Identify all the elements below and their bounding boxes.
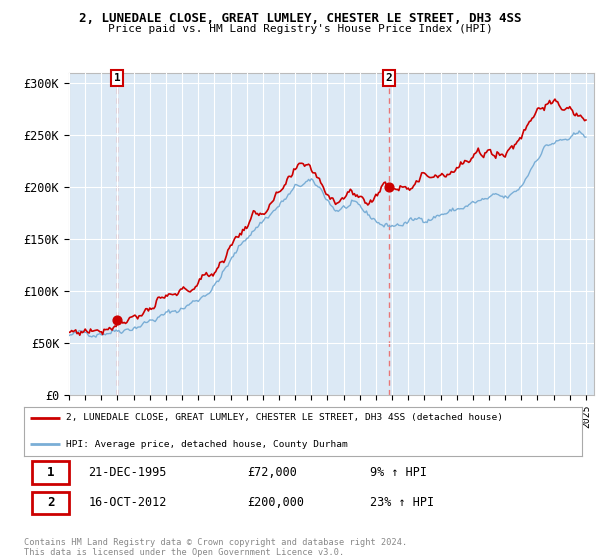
FancyBboxPatch shape [32,492,68,514]
Point [384,183,394,192]
Text: 2, LUNEDALE CLOSE, GREAT LUMLEY, CHESTER LE STREET, DH3 4SS (detached house): 2, LUNEDALE CLOSE, GREAT LUMLEY, CHESTER… [66,413,503,422]
Text: 1: 1 [113,73,121,83]
FancyBboxPatch shape [32,461,68,484]
Text: 16-OCT-2012: 16-OCT-2012 [88,496,167,510]
Text: 2: 2 [385,73,392,83]
Text: Price paid vs. HM Land Registry's House Price Index (HPI): Price paid vs. HM Land Registry's House … [107,24,493,34]
Text: 2, LUNEDALE CLOSE, GREAT LUMLEY, CHESTER LE STREET, DH3 4SS: 2, LUNEDALE CLOSE, GREAT LUMLEY, CHESTER… [79,12,521,25]
Text: Contains HM Land Registry data © Crown copyright and database right 2024.
This d: Contains HM Land Registry data © Crown c… [24,538,407,557]
Text: 9% ↑ HPI: 9% ↑ HPI [370,466,427,479]
Text: 2: 2 [47,496,55,510]
Point [112,315,122,324]
Text: £72,000: £72,000 [247,466,297,479]
Text: 1: 1 [47,466,55,479]
Text: 21-DEC-1995: 21-DEC-1995 [88,466,167,479]
Text: HPI: Average price, detached house, County Durham: HPI: Average price, detached house, Coun… [66,440,347,449]
Text: £200,000: £200,000 [247,496,304,510]
Text: 23% ↑ HPI: 23% ↑ HPI [370,496,434,510]
